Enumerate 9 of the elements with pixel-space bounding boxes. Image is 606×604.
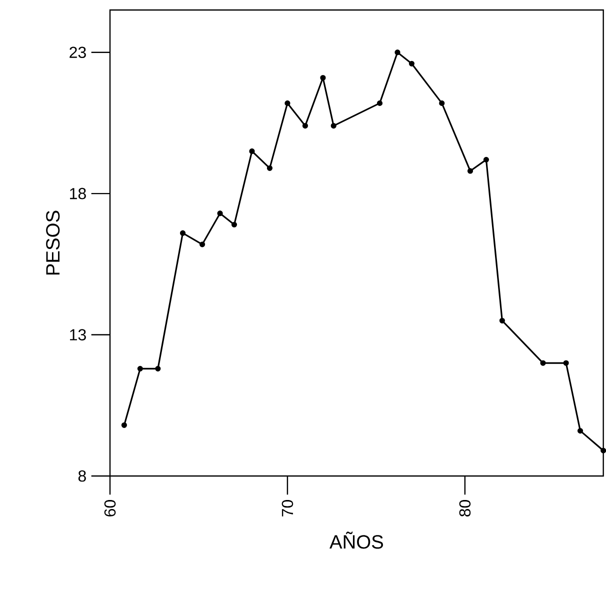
y-tick-label: 8 <box>78 470 86 482</box>
y-tick-label: 23 <box>70 46 86 58</box>
x-tick-label: 70 <box>282 500 294 516</box>
x-tick-label: 80 <box>459 500 471 516</box>
y-tick-label: 18 <box>70 188 86 200</box>
x-axis-title: AÑOS <box>330 532 383 549</box>
x-tick-label: 60 <box>104 500 116 516</box>
y-axis-title: PESOS <box>46 210 60 275</box>
y-tick-label: 13 <box>70 329 86 340</box>
